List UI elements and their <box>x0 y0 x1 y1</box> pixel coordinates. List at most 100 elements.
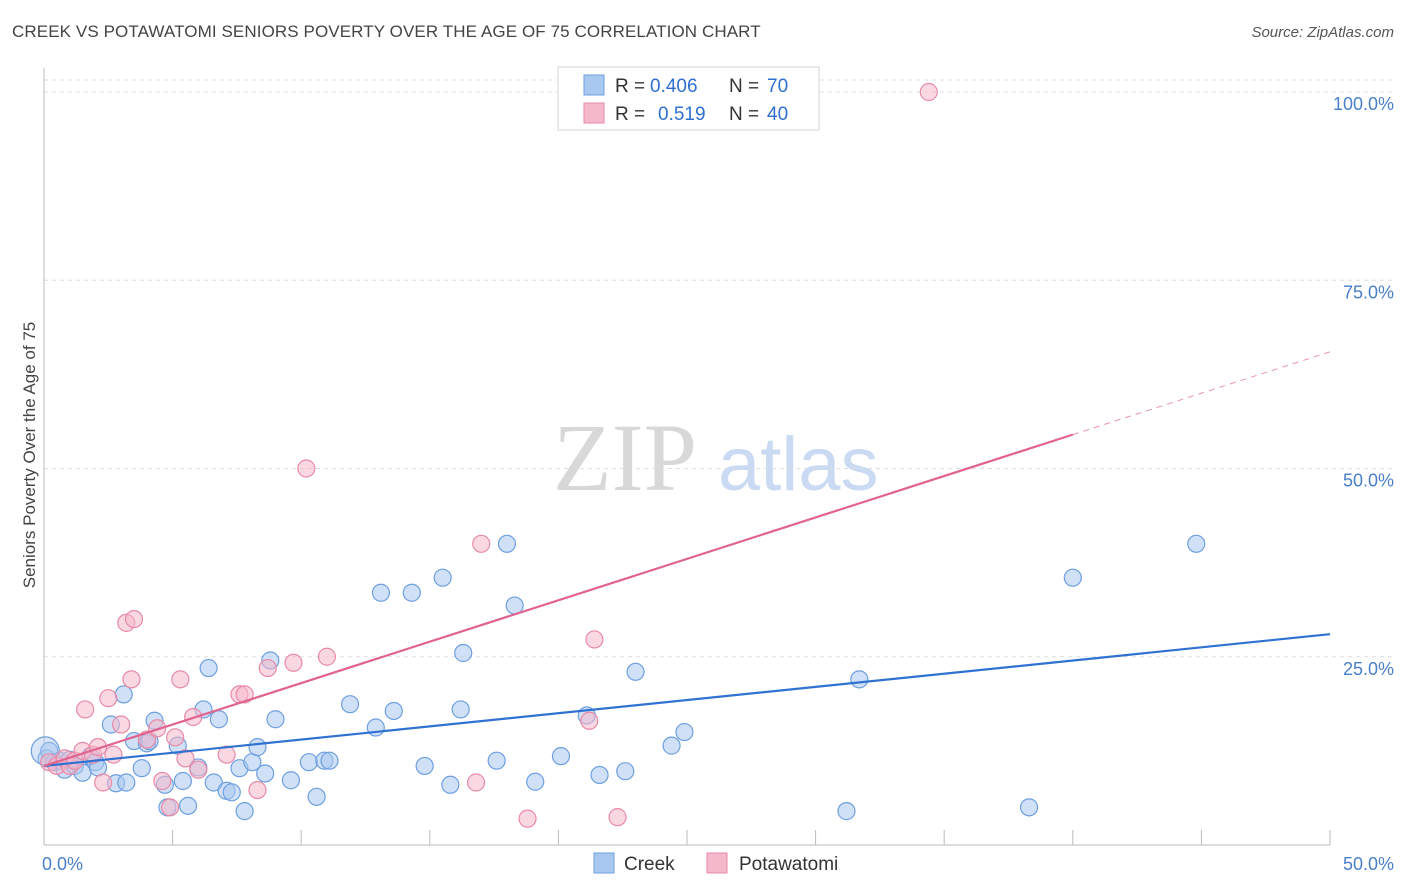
potawatomi-point <box>472 534 491 553</box>
creek-point <box>371 583 391 602</box>
creek-point <box>299 753 319 772</box>
potawatomi-point <box>166 728 185 747</box>
potawatomi-point <box>176 749 195 768</box>
creek-trend-line <box>43 633 1331 768</box>
bottom-legend-potawatomi-label: Potawatomi <box>739 854 838 875</box>
creek-point <box>551 747 571 766</box>
axes <box>43 68 1331 846</box>
creek-point <box>266 710 285 729</box>
potawatomi-point <box>76 700 95 719</box>
potawatomi-point <box>608 808 627 827</box>
creek-point <box>441 775 460 794</box>
creek-point <box>487 751 506 770</box>
potawatomi-point <box>317 647 337 666</box>
creek-point <box>132 759 151 778</box>
y-tick-label: 25.0% <box>1343 659 1394 679</box>
creek-point <box>222 783 241 802</box>
potawatomi-point <box>518 809 537 828</box>
creek-point <box>199 658 218 678</box>
creek-point <box>590 765 609 785</box>
creek-point <box>1187 534 1206 553</box>
creek-point <box>340 695 360 714</box>
creek-point <box>850 670 869 689</box>
potawatomi-point <box>122 670 141 689</box>
potawatomi-point <box>137 730 156 749</box>
legend-creek-swatch <box>583 74 605 96</box>
potawatomi-trend-line <box>43 433 1074 767</box>
creek-point <box>837 802 856 821</box>
x-tick-label-max: 50.0% <box>1343 854 1394 874</box>
potawatomi-trend-extension <box>1072 351 1331 436</box>
potawatomi-point <box>153 771 172 791</box>
potawatomi-point <box>258 658 277 678</box>
y-tick-label: 100.0% <box>1333 94 1394 114</box>
potawatomi-point <box>284 653 303 672</box>
bottom-legend-creek-swatch <box>593 852 615 874</box>
potawatomi-point <box>148 719 167 738</box>
creek-point <box>433 568 452 587</box>
potawatomi-point <box>248 780 267 800</box>
creek-point <box>307 787 326 806</box>
creek-point <box>235 802 254 821</box>
potawatomi-point <box>171 670 190 689</box>
creek-point <box>209 710 228 729</box>
potawatomi-point <box>466 773 486 792</box>
legend-creek-r-value: 0.406 <box>650 76 698 97</box>
legend-potawatomi-r-label: R = <box>615 104 645 125</box>
potawatomi-point <box>585 630 604 649</box>
potawatomi-point <box>580 711 599 730</box>
creek-point <box>402 583 421 602</box>
potawatomi-point <box>124 609 144 629</box>
legend-potawatomi-n-value: 40 <box>767 104 788 125</box>
y-tick-labels: 25.0% 50.0% 75.0% 100.0% <box>1333 94 1394 679</box>
potawatomi-point <box>94 773 113 792</box>
y-tick-label: 75.0% <box>1343 282 1394 302</box>
potawatomi-point <box>99 689 118 708</box>
potawatomi-point <box>919 82 938 102</box>
creek-point <box>616 762 635 781</box>
potawatomi-points <box>40 82 938 828</box>
legend-creek-n-value: 70 <box>767 76 788 97</box>
creek-point <box>526 772 545 791</box>
watermark-atlas: atlas <box>718 422 879 507</box>
legend-potawatomi-swatch <box>583 102 605 124</box>
creek-point <box>384 701 403 721</box>
creek-points <box>30 534 1206 821</box>
creek-point <box>1063 568 1082 587</box>
potawatomi-point <box>160 798 180 817</box>
source-label: Source: ZipAtlas.com <box>1251 24 1394 41</box>
potawatomi-point <box>189 760 208 779</box>
creek-point <box>281 771 301 790</box>
watermark-zip: ZIP <box>553 404 697 511</box>
creek-point <box>178 796 198 815</box>
legend-creek-n-label: N = <box>729 76 759 97</box>
potawatomi-point <box>235 685 254 704</box>
y-tick-label: 50.0% <box>1343 471 1394 491</box>
grid-lines <box>44 79 1394 658</box>
potawatomi-point <box>88 738 108 757</box>
x-tick-label-min: 0.0% <box>42 854 83 874</box>
creek-point <box>248 738 267 757</box>
creek-point <box>497 534 517 553</box>
creek-point <box>173 771 192 791</box>
creek-point <box>454 643 473 663</box>
bottom-legend-creek-label: Creek <box>624 854 675 875</box>
potawatomi-point <box>112 715 131 734</box>
legend-creek-r-label: R = <box>615 76 645 97</box>
creek-point <box>117 773 136 792</box>
y-axis-title: Seniors Poverty Over the Age of 75 <box>20 322 39 588</box>
chart-title: CREEK VS POTAWATOMI SENIORS POVERTY OVER… <box>12 22 761 41</box>
creek-point <box>204 773 223 792</box>
creek-point <box>1019 798 1039 817</box>
creek-point <box>662 736 681 755</box>
potawatomi-point <box>297 459 316 478</box>
trend-lines <box>43 351 1331 768</box>
creek-point <box>114 685 133 704</box>
creek-point <box>626 662 645 681</box>
x-tick-labels: 0.0% 50.0% <box>42 854 1394 874</box>
series-legend: Creek Potawatomi <box>593 852 838 875</box>
bottom-legend-potawatomi-swatch <box>706 852 728 874</box>
creek-point <box>451 700 470 719</box>
creek-point <box>256 764 275 783</box>
